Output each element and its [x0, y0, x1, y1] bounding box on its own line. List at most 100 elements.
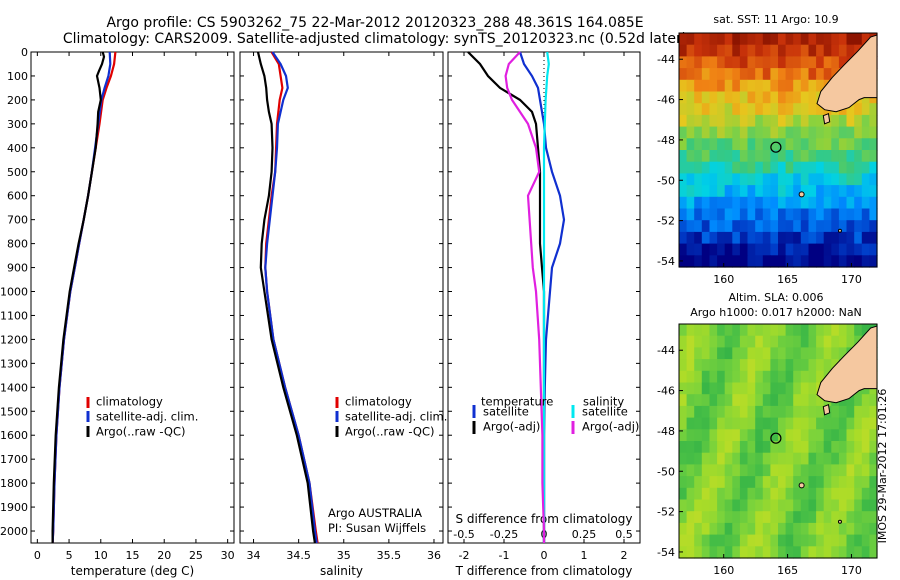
map-cell [823, 417, 832, 430]
map-cell [717, 103, 726, 116]
map-cell [854, 394, 863, 407]
map-cell [808, 499, 817, 512]
map-cell [762, 44, 771, 57]
map-cell [854, 138, 863, 151]
map-cell [686, 335, 695, 348]
map-cell [747, 511, 756, 524]
lat-tick-label: -54 [657, 255, 675, 268]
map-cell [724, 220, 733, 233]
map-cell [709, 487, 718, 501]
x-tick-label: 10 [94, 549, 108, 562]
map-cell [831, 185, 840, 198]
axes-frame [239, 51, 444, 544]
map-cell [724, 44, 733, 57]
map-cell [770, 196, 779, 210]
map-cell [694, 370, 703, 384]
map-cell [694, 44, 703, 57]
map-cell [755, 68, 764, 81]
map-cell [831, 173, 840, 186]
map-cell [846, 452, 855, 465]
map-cell [679, 103, 688, 116]
map-cell [739, 441, 749, 454]
map-cell [778, 79, 787, 93]
map-cell [762, 220, 771, 233]
map-cell [808, 126, 817, 139]
map-cell [854, 522, 863, 536]
map-cell [709, 534, 718, 547]
map-cell [717, 243, 726, 256]
map-cell [747, 231, 756, 245]
map-cell [816, 255, 825, 268]
map-cell [732, 185, 741, 198]
depth-tick-label: 300 [7, 118, 28, 131]
map-cell [793, 370, 802, 384]
campbell-island [837, 228, 842, 233]
map-cell [838, 347, 848, 360]
map-cell [854, 126, 863, 139]
map-cell [838, 441, 848, 454]
map-cell [679, 208, 688, 221]
map-cell [785, 476, 794, 489]
map-cell [846, 255, 855, 268]
map-cell [679, 335, 688, 348]
map-cell [755, 417, 764, 430]
sst-map: -44 -46 -48 -50 -52 -54 160 165 170 [657, 32, 878, 286]
map-cell [778, 68, 787, 81]
map-cell [800, 220, 809, 233]
map-cell [869, 126, 878, 139]
map-cell [762, 161, 771, 174]
map-cell [869, 464, 878, 477]
map-cell [732, 441, 741, 454]
map-cell [701, 534, 710, 547]
map-cell [724, 56, 733, 69]
map-cell [770, 114, 779, 128]
map-cell [686, 114, 695, 128]
map-cell [739, 487, 749, 501]
map-cell [808, 452, 817, 465]
map-cell [808, 394, 817, 407]
depth-tick-label: 200 [7, 94, 28, 107]
map-cell [800, 138, 809, 151]
lat-tick-label: -48 [657, 425, 675, 438]
map-cell [800, 161, 809, 174]
map-cell [838, 417, 848, 430]
series-argo [51, 51, 106, 543]
map-cell [679, 91, 688, 104]
depth-tick-label: 1800 [0, 477, 28, 490]
map-cell [808, 114, 817, 128]
map-cell [762, 126, 771, 139]
lon-tick-label: 170 [841, 564, 862, 577]
map-cell [747, 150, 756, 163]
map-cell [694, 335, 703, 348]
map-cell [701, 79, 710, 93]
title-line-2: Climatology: CARS2009. Satellite-adjuste… [63, 31, 687, 47]
map-cell [747, 405, 756, 419]
map-cell [778, 546, 787, 559]
map-cell [800, 44, 809, 57]
map-cell [846, 487, 855, 501]
map-cell [854, 114, 863, 128]
map-cell [762, 382, 771, 395]
map-cell [701, 255, 710, 268]
map-cell [732, 173, 741, 186]
map-cell [831, 511, 840, 524]
map-cell [823, 429, 832, 442]
map-cell [709, 359, 718, 372]
map-cell [831, 220, 840, 233]
map-cell [770, 68, 779, 81]
map-cell [778, 499, 787, 512]
map-cell [770, 499, 779, 512]
map-cell [694, 56, 703, 69]
map-cell [808, 511, 817, 524]
map-cell [724, 243, 733, 256]
map-cell [686, 56, 695, 69]
map-cell [869, 452, 878, 465]
map-cell [724, 196, 733, 210]
map-cell [800, 185, 809, 198]
map-cell [709, 161, 718, 174]
map-cell [701, 441, 710, 454]
map-cell [732, 499, 741, 512]
map-cell [739, 370, 749, 384]
map-cell [770, 185, 779, 198]
map-cell [686, 220, 695, 233]
